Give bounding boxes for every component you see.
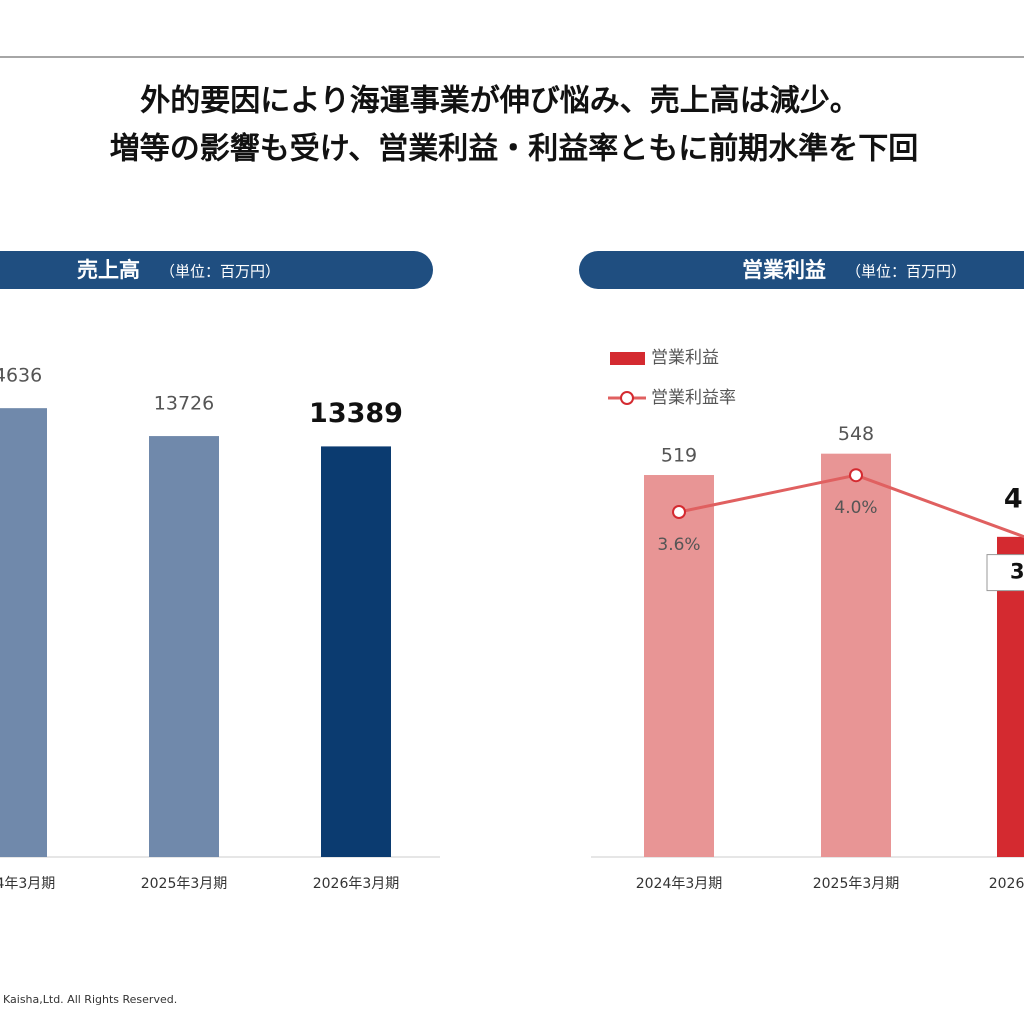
legend-label: 営業利益率	[651, 388, 736, 408]
headline: 外的要因により海運事業が伸び悩み、売上高は減少。	[140, 84, 859, 119]
label-box	[986, 554, 1024, 592]
rate-point	[849, 468, 863, 483]
x-tick-label: 2026年3月期	[313, 876, 400, 892]
legend-swatch	[620, 391, 634, 405]
chart-title: 売上高	[77, 258, 140, 282]
x-tick-label: 2026年3月期	[989, 876, 1024, 892]
value-label: 14636	[0, 365, 42, 387]
rate-label: 3.6%	[657, 535, 700, 555]
x-tick-label: 2025年3月期	[141, 876, 228, 892]
headline: 増等の影響も受け、営業利益・利益率ともに前期水準を下回	[110, 132, 919, 167]
bar	[149, 436, 219, 857]
value-label: 13389	[309, 398, 403, 429]
chart-unit: （単位：百万円）	[160, 263, 280, 281]
rate-point	[672, 505, 686, 519]
rate-label: 3.3%	[1010, 560, 1024, 584]
x-tick-label: 2025年3月期	[813, 876, 900, 892]
x-tick-label: 2024年3月期	[0, 876, 55, 892]
bar	[644, 475, 714, 857]
copyright: Kaisha,Ltd. All Rights Reserved.	[3, 993, 177, 1006]
bar	[0, 408, 47, 857]
x-tick-label: 2024年3月期	[636, 876, 723, 892]
chart-unit: （単位：百万円）	[846, 263, 966, 281]
bar	[321, 446, 391, 857]
header-pill	[579, 251, 1024, 289]
chart-title: 営業利益	[742, 258, 826, 282]
header-pill	[0, 251, 433, 289]
value-label: 519	[661, 445, 697, 467]
bar	[821, 453, 891, 857]
rate-label: 4.0%	[834, 498, 877, 518]
value-label: 548	[838, 423, 874, 445]
legend-swatch	[610, 352, 645, 365]
value-label: 13726	[154, 393, 214, 415]
value-label: 435	[1004, 483, 1024, 514]
legend-label: 営業利益	[651, 348, 719, 368]
